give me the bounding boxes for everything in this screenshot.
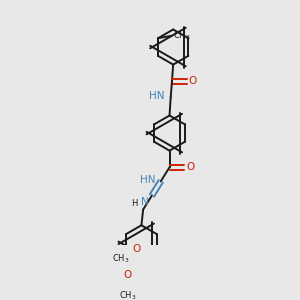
Text: HN: HN bbox=[149, 91, 165, 101]
Text: CH$_3$: CH$_3$ bbox=[112, 252, 130, 265]
Text: O: O bbox=[123, 269, 131, 280]
Text: CH$_3$: CH$_3$ bbox=[172, 30, 190, 42]
Text: H: H bbox=[131, 199, 138, 208]
Text: CH$_3$: CH$_3$ bbox=[118, 289, 136, 300]
Text: O: O bbox=[132, 244, 141, 254]
Text: O: O bbox=[189, 76, 197, 86]
Text: N: N bbox=[141, 196, 149, 207]
Text: O: O bbox=[186, 162, 195, 172]
Text: HN: HN bbox=[140, 175, 156, 185]
